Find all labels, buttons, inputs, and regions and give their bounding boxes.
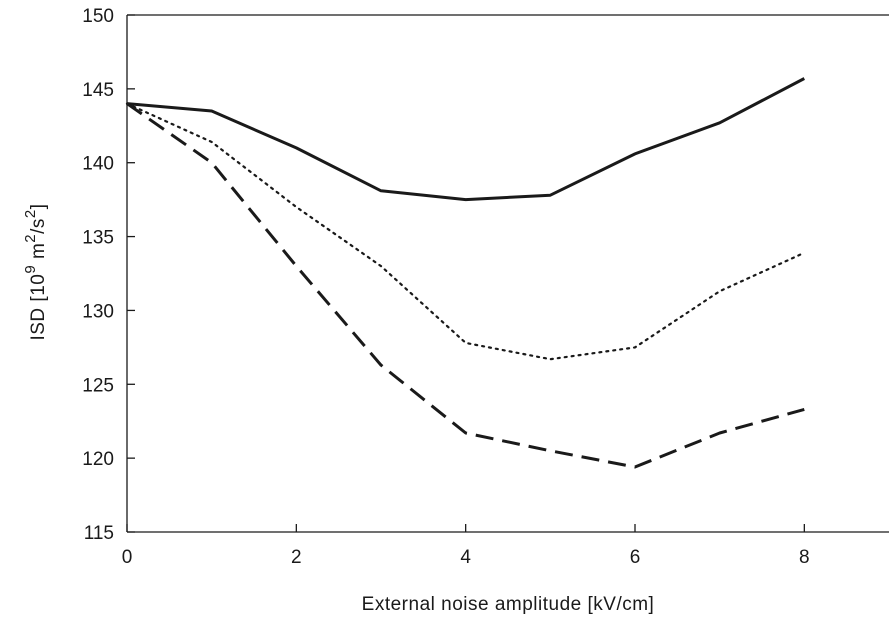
y-tick-label: 140 — [82, 154, 114, 175]
y-tick-label: 150 — [82, 6, 114, 27]
y-tick-label: 120 — [82, 449, 114, 470]
y-tick-label: 125 — [82, 375, 114, 396]
series-line-dashed — [126, 102, 805, 469]
plot-axes — [126, 14, 889, 533]
x-tick-label: 0 — [122, 547, 133, 568]
y-tick-label: 135 — [82, 228, 114, 249]
x-tick-label: 6 — [630, 547, 641, 568]
y-tick-label: 145 — [82, 80, 114, 101]
series-lines — [125, 77, 806, 469]
series-line-dotted — [125, 102, 806, 361]
x-axis-label: External noise amplitude [kV/cm] — [362, 594, 655, 615]
x-tick-label: 8 — [799, 547, 810, 568]
y-tick-label: 115 — [84, 523, 114, 544]
y-axis-label: ISD [109 m2/s2] — [22, 203, 49, 340]
tick-labels: 115 120 125 130 135 140 145 150 0 2 4 6 8 — [82, 6, 809, 568]
x-tick-label: 2 — [291, 547, 302, 568]
x-tick-label: 4 — [460, 547, 471, 568]
series-line-solid — [126, 77, 805, 202]
y-tick-label: 130 — [82, 301, 114, 322]
